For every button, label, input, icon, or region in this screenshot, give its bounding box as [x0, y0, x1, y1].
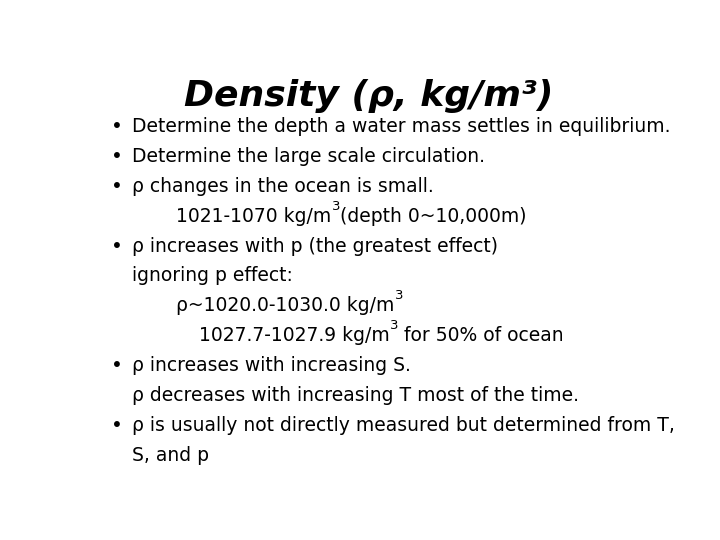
Text: •: • — [111, 416, 122, 435]
Text: 3: 3 — [332, 200, 341, 213]
Text: 3: 3 — [390, 320, 398, 333]
Text: 1021-1070 kg/m: 1021-1070 kg/m — [176, 207, 332, 226]
Text: for 50% of ocean: for 50% of ocean — [398, 326, 564, 346]
Text: 3: 3 — [395, 289, 403, 302]
Text: ρ changes in the ocean is small.: ρ changes in the ocean is small. — [132, 177, 433, 195]
Text: Determine the large scale circulation.: Determine the large scale circulation. — [132, 147, 485, 166]
Text: S, and p: S, and p — [132, 446, 209, 465]
Text: Density (ρ, kg/m³): Density (ρ, kg/m³) — [184, 79, 554, 113]
Text: ρ increases with increasing S.: ρ increases with increasing S. — [132, 356, 410, 375]
Text: ρ~1020.0-1030.0 kg/m: ρ~1020.0-1030.0 kg/m — [176, 296, 395, 315]
Text: ρ decreases with increasing T most of the time.: ρ decreases with increasing T most of th… — [132, 386, 579, 405]
Text: 1027.7-1027.9 kg/m: 1027.7-1027.9 kg/m — [199, 326, 390, 346]
Text: (depth 0~10,000m): (depth 0~10,000m) — [341, 207, 527, 226]
Text: •: • — [111, 356, 122, 375]
Text: ignoring p effect:: ignoring p effect: — [132, 266, 293, 286]
Text: •: • — [111, 147, 122, 166]
Text: ρ is usually not directly measured but determined from T,: ρ is usually not directly measured but d… — [132, 416, 675, 435]
Text: ρ increases with p (the greatest effect): ρ increases with p (the greatest effect) — [132, 237, 498, 255]
Text: •: • — [111, 177, 122, 195]
Text: •: • — [111, 237, 122, 255]
Text: Determine the depth a water mass settles in equilibrium.: Determine the depth a water mass settles… — [132, 117, 670, 136]
Text: •: • — [111, 117, 122, 136]
